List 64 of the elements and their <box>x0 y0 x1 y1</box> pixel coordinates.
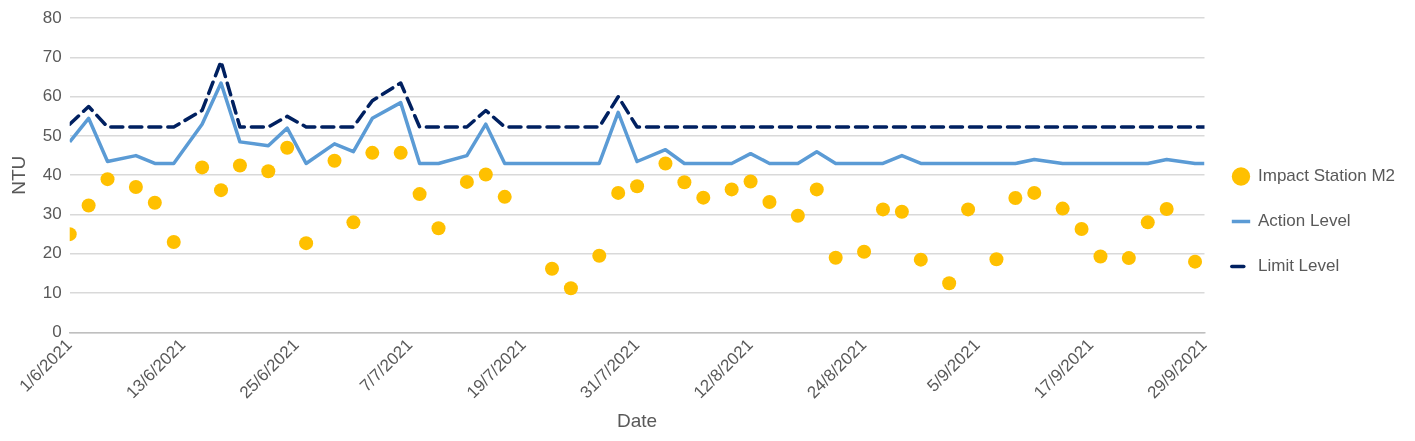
y-tick-label: 10 <box>42 282 62 302</box>
point <box>611 185 626 200</box>
point <box>1027 185 1042 200</box>
point <box>942 276 957 291</box>
point <box>724 182 739 197</box>
y-tick-label: 20 <box>42 243 62 263</box>
point <box>280 140 295 155</box>
point <box>1188 254 1203 269</box>
y-tick-label: 40 <box>42 164 62 184</box>
point <box>1093 249 1108 264</box>
point <box>1140 215 1155 230</box>
point <box>232 158 247 173</box>
point <box>592 248 607 263</box>
point <box>214 183 229 198</box>
point <box>81 198 96 213</box>
point <box>478 167 493 182</box>
point <box>913 252 928 267</box>
x-axis-title: Date <box>617 409 658 431</box>
point <box>1121 251 1136 266</box>
point <box>1055 201 1070 216</box>
point <box>677 175 692 190</box>
point <box>1074 222 1089 237</box>
point <box>497 189 512 204</box>
y-tick-label: 60 <box>42 86 62 106</box>
point <box>696 190 711 205</box>
point <box>875 202 890 217</box>
point <box>327 153 342 168</box>
point <box>100 172 115 187</box>
point <box>346 215 361 230</box>
point <box>459 174 474 189</box>
point <box>809 182 824 197</box>
point <box>147 195 162 210</box>
y-tick-label: 30 <box>42 204 62 224</box>
y-tick-label: 0 <box>52 321 62 341</box>
legend-label: Limit Level <box>1258 256 1340 276</box>
point <box>828 250 843 265</box>
point <box>961 202 976 217</box>
point <box>563 281 578 296</box>
legend-label: Action Level <box>1258 211 1351 231</box>
point <box>195 160 210 175</box>
point <box>989 252 1004 267</box>
point <box>544 261 559 276</box>
point <box>762 194 777 209</box>
point <box>299 236 314 251</box>
y-tick-label: 70 <box>42 47 62 67</box>
point <box>128 180 143 195</box>
point <box>1008 191 1023 206</box>
point <box>1159 202 1174 217</box>
point <box>857 244 872 259</box>
point <box>431 221 446 236</box>
point <box>790 208 805 223</box>
point <box>166 235 181 249</box>
point <box>630 179 645 194</box>
point <box>894 204 909 219</box>
point <box>658 156 673 171</box>
point <box>412 187 427 202</box>
y-tick-label: 80 <box>42 7 62 27</box>
y-axis-title: NTU <box>7 155 29 195</box>
point <box>393 145 408 160</box>
point <box>261 164 276 179</box>
point <box>365 145 380 160</box>
legend-label: Impact Station M2 <box>1258 166 1396 186</box>
point <box>743 174 758 189</box>
y-tick-label: 50 <box>42 125 62 145</box>
